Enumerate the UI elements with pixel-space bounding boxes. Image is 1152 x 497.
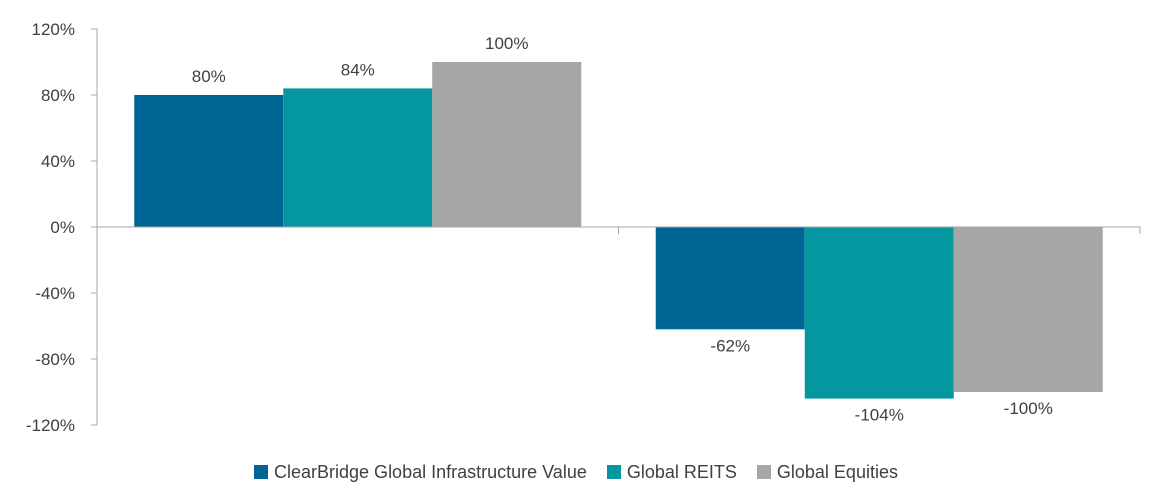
data-label: -100% xyxy=(1004,399,1053,418)
legend-swatch xyxy=(756,465,771,479)
bar xyxy=(134,95,284,227)
bar xyxy=(655,227,805,330)
data-label: -62% xyxy=(710,336,750,355)
bar xyxy=(953,227,1103,392)
data-label: 84% xyxy=(341,60,375,79)
bar xyxy=(804,227,954,399)
data-label: -104% xyxy=(855,406,904,425)
y-tick-label: 80% xyxy=(41,86,75,105)
legend-label: Global REITS xyxy=(626,461,737,482)
data-label: 100% xyxy=(485,34,528,53)
legend-swatch xyxy=(606,465,621,479)
y-tick-label: 40% xyxy=(41,152,75,171)
y-tick-label: -40% xyxy=(35,284,75,303)
y-tick-label: -80% xyxy=(35,350,75,369)
y-tick-label: -120% xyxy=(26,416,75,435)
bar xyxy=(283,88,433,228)
y-tick-label: 0% xyxy=(50,218,75,237)
legend-item: Global Equities xyxy=(756,461,898,483)
bar-chart-svg: 120% 80% 40% 0% -40% -80% -120% 80% -62% 84% -104%… xyxy=(26,20,1141,435)
bar xyxy=(432,62,582,227)
legend-swatch xyxy=(254,465,269,479)
y-tick-label: 120% xyxy=(32,20,75,39)
legend-label: Global Equities xyxy=(776,461,898,482)
legend-label: ClearBridge Global Infrastructure Value xyxy=(274,461,587,482)
legend-item: ClearBridge Global Infrastructure Value xyxy=(254,462,587,483)
legend-item: Global REITS xyxy=(606,461,737,483)
legend: ClearBridge Global Infrastructure Value G… xyxy=(0,458,1152,486)
data-label: 80% xyxy=(192,67,226,86)
